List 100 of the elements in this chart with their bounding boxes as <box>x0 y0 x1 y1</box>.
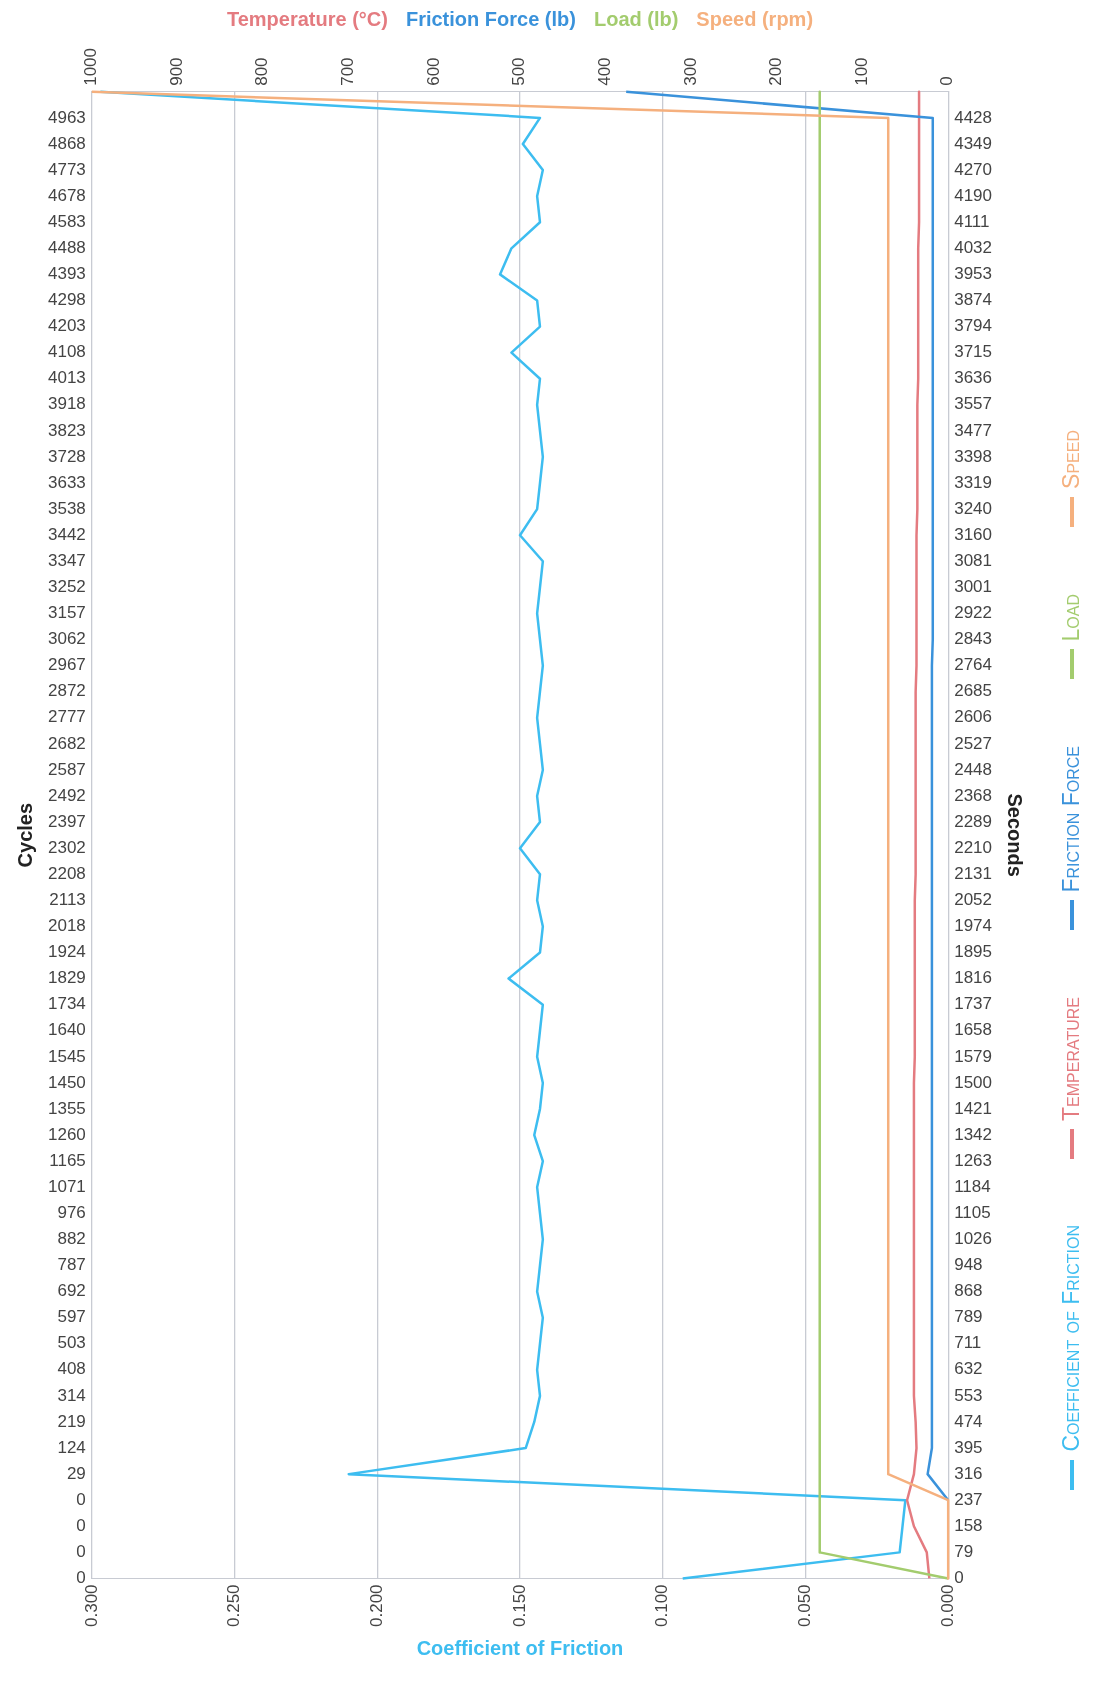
y-tick-label: 2018 <box>47 916 86 936</box>
y-tick-label: 882 <box>57 1229 86 1249</box>
y-tick-label: 1924 <box>47 942 86 962</box>
y2-tick-label: 3081 <box>954 550 993 570</box>
x-tick-label: 0.150 <box>509 1584 529 1628</box>
y-tick-label: 0 <box>76 1515 86 1535</box>
y-tick-label: 503 <box>57 1333 86 1353</box>
y2-tick-label: 553 <box>954 1385 983 1405</box>
y-tick-label: 2872 <box>47 681 86 701</box>
y-tick-label: 4203 <box>47 316 86 336</box>
y2-tick-label: 158 <box>954 1515 983 1535</box>
y2-tick-label: 3953 <box>954 264 993 284</box>
y2-tick-label: 316 <box>954 1463 983 1483</box>
y2-tick-label: 2606 <box>954 707 993 727</box>
y-tick-label: 1545 <box>47 1046 86 1066</box>
y2-tick-label: 2922 <box>954 603 993 623</box>
y-tick-label: 2777 <box>47 707 86 727</box>
y-tick-label: 4488 <box>47 237 86 257</box>
y-tick-label: 1450 <box>47 1072 86 1092</box>
y-tick-label: 1260 <box>47 1124 86 1144</box>
y-tick-label: 2302 <box>47 837 86 857</box>
y-tick-label: 3442 <box>47 524 86 544</box>
y-axis-title: Cycles <box>13 802 36 868</box>
text: Coefficient of Friction <box>1058 1225 1085 1452</box>
y2-tick-label: 1342 <box>954 1124 993 1144</box>
x-tick-label: 0.200 <box>366 1584 386 1628</box>
y2-tick-label: 711 <box>954 1333 982 1353</box>
y2-tick-label: 4349 <box>954 133 993 153</box>
y-tick-label: 3157 <box>47 603 86 623</box>
x-tick-label: 0.100 <box>652 1584 672 1628</box>
y2-tick-label: 789 <box>954 1307 983 1327</box>
y-tick-label: 3823 <box>47 420 86 440</box>
y2-tick-label: 237 <box>954 1489 983 1509</box>
y-tick-label: 3633 <box>47 472 86 492</box>
x2-tick-label: 800 <box>252 57 272 86</box>
x2-axis-title: Temperature (°C) Friction Force (lb) Load (lb) Speed (rpm) <box>226 7 814 30</box>
y-tick-label: 2208 <box>47 863 86 883</box>
x-axis-title: Coefficient of Friction <box>416 1636 624 1659</box>
y-tick-label: 1734 <box>47 994 86 1014</box>
y-tick-label: 3252 <box>47 577 86 597</box>
y2-tick-label: 3477 <box>954 420 993 440</box>
x2-tick-label: 400 <box>594 57 614 86</box>
y2-tick-label: 2527 <box>954 733 993 753</box>
y2-tick-label: 3874 <box>954 290 993 310</box>
y2-tick-label: 3160 <box>954 524 993 544</box>
y-tick-label: 2113 <box>49 890 86 910</box>
y2-tick-label: 2210 <box>954 837 993 857</box>
y-tick-label: 1165 <box>49 1150 86 1170</box>
y-tick-label: 2492 <box>47 785 86 805</box>
y-tick-label: 4773 <box>47 159 86 179</box>
x2-tick-label: 100 <box>851 57 871 86</box>
y2-tick-label: 4032 <box>954 237 993 257</box>
y2-tick-label: 1737 <box>954 994 993 1014</box>
x2-tick-label: 700 <box>338 57 358 86</box>
y-tick-label: 4013 <box>47 368 86 388</box>
y2-tick-label: 4111 <box>954 211 990 231</box>
y2-tick-label: 4270 <box>954 159 993 179</box>
y-tick-label: 2967 <box>47 655 86 675</box>
y-tick-label: 4868 <box>47 133 86 153</box>
y2-tick-label: 2131 <box>954 863 993 883</box>
y-tick-label: 314 <box>57 1385 86 1405</box>
y2-tick-label: 3398 <box>954 446 993 466</box>
text: Speed <box>1058 430 1085 489</box>
y2-tick-label: 1263 <box>954 1150 993 1170</box>
y-tick-label: 3347 <box>47 550 86 570</box>
y-tick-label: 29 <box>66 1463 86 1483</box>
y-tick-label: 1640 <box>47 1020 86 1040</box>
y-tick-label: 124 <box>57 1437 86 1457</box>
y2-tick-label: 1105 <box>954 1203 991 1223</box>
y2-tick-label: 395 <box>954 1437 983 1457</box>
y2-tick-label: 79 <box>954 1542 974 1562</box>
y2-tick-label: 2843 <box>954 629 993 649</box>
y2-tick-label: 3319 <box>954 472 993 492</box>
y2-tick-label: 1658 <box>954 1020 993 1040</box>
y2-tick-label: 3240 <box>954 498 993 518</box>
y2-tick-label: 3794 <box>954 316 993 336</box>
y-tick-label: 4108 <box>47 342 86 362</box>
y-tick-label: 692 <box>57 1281 86 1301</box>
y-tick-label: 3538 <box>47 498 86 518</box>
y2-tick-label: 2289 <box>954 811 993 831</box>
y2-tick-label: 2052 <box>954 890 993 910</box>
y2-tick-label: 1579 <box>954 1046 993 1066</box>
y-tick-label: 787 <box>57 1255 86 1275</box>
y2-tick-label: 1184 <box>954 1176 991 1196</box>
y2-tick-label: 0 <box>954 1568 964 1588</box>
x2-tick-label: 200 <box>766 57 786 86</box>
y-tick-label: 408 <box>57 1359 86 1379</box>
y2-tick-label: 4190 <box>954 185 993 205</box>
y-tick-label: 3728 <box>47 446 86 466</box>
y-tick-label: 4393 <box>47 264 86 284</box>
y-tick-label: 0 <box>76 1489 86 1509</box>
text: Friction Force <box>1058 745 1085 893</box>
y2-tick-label: 868 <box>954 1281 983 1301</box>
y2-tick-label: 3636 <box>954 368 993 388</box>
x-tick-label: 0.250 <box>224 1584 244 1628</box>
y-tick-label: 4298 <box>47 290 86 310</box>
y-tick-label: 3918 <box>47 394 86 414</box>
y-tick-label: 4583 <box>47 211 86 231</box>
y-tick-label: 1829 <box>47 968 86 988</box>
y2-tick-label: 2685 <box>954 681 993 701</box>
